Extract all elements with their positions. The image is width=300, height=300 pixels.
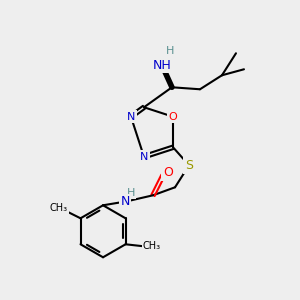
Text: H: H <box>166 46 174 56</box>
Text: CH₃: CH₃ <box>50 203 68 213</box>
Text: S: S <box>185 159 193 172</box>
Text: N: N <box>127 112 135 122</box>
Text: NH: NH <box>153 59 171 72</box>
Text: N: N <box>120 195 130 208</box>
Text: H: H <box>127 188 135 198</box>
Text: O: O <box>169 112 177 122</box>
Text: N: N <box>140 152 148 162</box>
Text: O: O <box>163 166 173 179</box>
Text: CH₃: CH₃ <box>142 241 160 251</box>
